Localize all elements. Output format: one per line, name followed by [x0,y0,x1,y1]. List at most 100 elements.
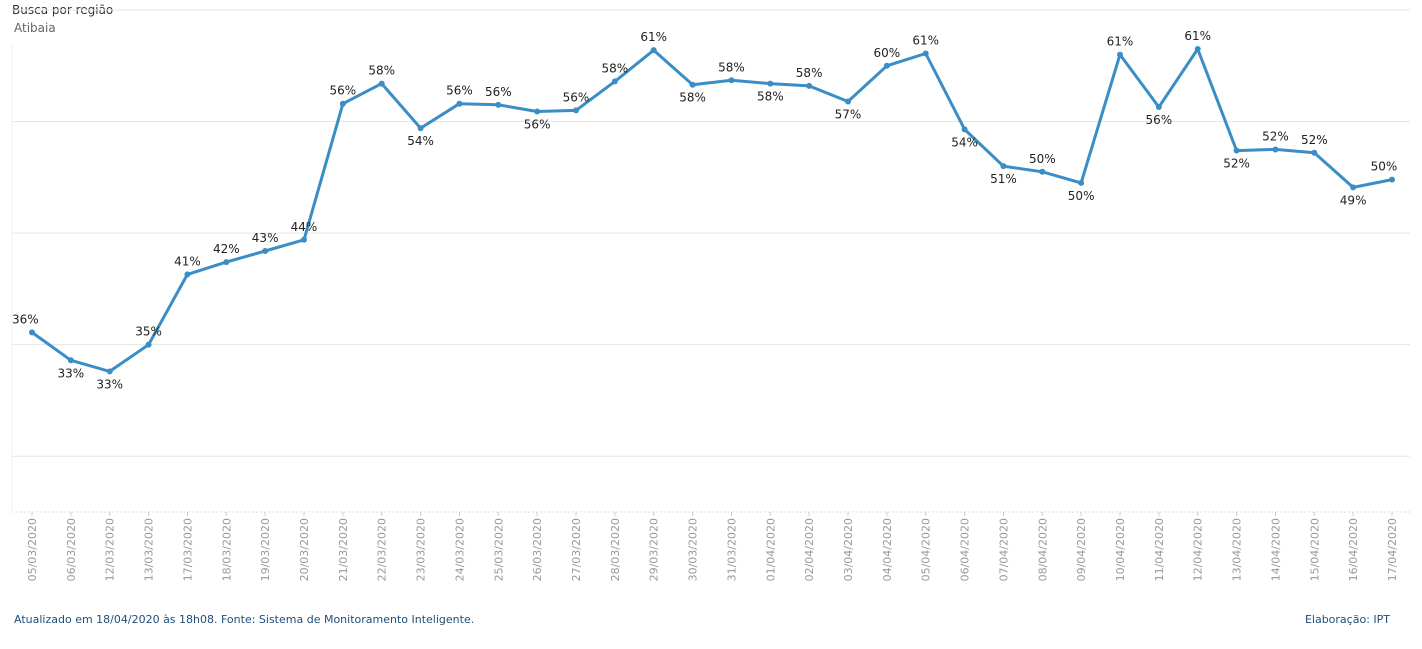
data-point[interactable] [806,82,813,89]
data-label: 58% [602,61,629,75]
data-label: 41% [174,254,201,268]
data-point[interactable] [1311,149,1318,156]
data-label: 56% [1146,113,1173,127]
data-point[interactable] [417,125,424,132]
footer-credit: Elaboração: IPT [1304,613,1390,626]
data-point[interactable] [1194,46,1201,53]
data-point[interactable] [1233,147,1240,154]
data-point[interactable] [1350,184,1357,191]
data-label: 56% [446,84,473,98]
x-tick-label: 01/04/2020 [764,518,777,581]
data-label: 56% [524,118,551,132]
data-point[interactable] [1000,163,1007,170]
x-tick-label: 05/03/2020 [26,518,39,581]
series-line [30,47,1394,373]
data-point[interactable] [689,81,696,88]
data-point[interactable] [1272,146,1279,153]
x-tick-label: 19/03/2020 [259,518,272,581]
x-tick-label: 04/04/2020 [881,518,894,581]
x-tick-label: 14/04/2020 [1269,518,1282,581]
data-label: 52% [1262,129,1289,143]
data-point[interactable] [339,100,346,107]
data-label: 58% [679,91,706,105]
data-label: 61% [1184,29,1211,43]
x-tick-label: 17/04/2020 [1386,518,1399,581]
data-label: 51% [990,172,1017,186]
x-tick-label: 15/04/2020 [1308,518,1321,581]
data-point[interactable] [29,329,35,336]
data-point[interactable] [262,247,269,254]
x-tick-label: 05/04/2020 [920,518,933,581]
x-tick-label: 06/04/2020 [959,518,972,581]
data-point[interactable] [301,236,307,243]
data-label: 58% [718,60,745,74]
x-tick-label: 28/03/2020 [609,518,622,581]
data-label: 35% [135,325,162,339]
data-point[interactable] [650,47,657,54]
x-tick-label: 07/04/2020 [997,518,1010,581]
x-tick-label: 16/04/2020 [1347,518,1360,581]
data-label: 56% [563,90,590,104]
data-point[interactable] [573,107,579,114]
data-labels: 36% 33% 33% 35% 41% 42% 43% 44% 56% 58% 54% 56% 56% 5… [12,29,1397,391]
data-point[interactable] [223,259,230,266]
data-label: 50% [1068,189,1095,203]
data-point[interactable] [67,357,74,364]
data-point[interactable] [1117,51,1123,58]
data-label: 58% [757,90,784,104]
x-tick-label: 21/03/2020 [337,518,350,581]
data-label: 60% [874,46,901,60]
data-point[interactable] [145,341,152,348]
x-tick-label: 25/03/2020 [492,518,505,581]
x-tick-label: 23/03/2020 [415,518,428,581]
x-tick-label: 24/03/2020 [453,518,466,581]
data-point[interactable] [1389,176,1395,183]
data-label: 33% [96,377,123,391]
data-point[interactable] [1155,104,1162,111]
data-point[interactable] [611,78,618,85]
x-tick-label: 13/04/2020 [1231,518,1244,581]
data-label: 52% [1223,157,1250,171]
data-point[interactable] [106,368,113,375]
x-tick-label: 31/03/2020 [725,518,738,581]
line-chart: 05/03/2020 06/03/2020 12/03/2020 13/03/2020… [11,9,1410,581]
data-point[interactable] [534,108,541,115]
x-tick-label: 11/04/2020 [1153,518,1166,581]
data-label: 50% [1371,160,1398,174]
data-point[interactable] [845,98,851,105]
x-tick-label: 20/03/2020 [298,518,311,581]
data-label: 56% [485,85,512,99]
x-axis: 05/03/2020 06/03/2020 12/03/2020 13/03/2020… [12,511,1410,581]
x-tick-label: 13/03/2020 [143,518,156,581]
data-label: 61% [912,34,939,48]
data-point[interactable] [378,80,385,87]
gridlines [11,9,1410,512]
x-tick-label: 12/03/2020 [104,518,117,581]
data-point[interactable] [767,80,774,87]
data-point[interactable] [728,77,735,84]
data-label: 33% [58,366,85,380]
x-tick-label: 03/04/2020 [842,518,855,581]
data-label: 52% [1301,133,1328,147]
x-tick-label: 26/03/2020 [531,518,544,581]
x-tick-label: 27/03/2020 [570,518,583,581]
data-point[interactable] [961,126,968,133]
data-point[interactable] [1078,179,1085,186]
data-point[interactable] [1039,168,1046,175]
data-label: 61% [1107,35,1134,49]
data-point[interactable] [495,101,502,108]
data-label: 36% [12,312,39,326]
x-tick-label: 29/03/2020 [648,518,661,581]
x-tick-label: 09/04/2020 [1075,518,1088,581]
data-point[interactable] [184,271,191,278]
x-tick-label: 18/03/2020 [220,518,233,581]
region-filter-value[interactable]: Atibaia [14,21,56,35]
data-point[interactable] [883,62,890,69]
data-label: 44% [291,220,318,234]
data-label: 54% [951,135,978,149]
data-point[interactable] [922,50,929,57]
data-label: 43% [252,231,279,245]
x-tick-label: 30/03/2020 [687,518,700,581]
data-label: 56% [330,84,357,98]
data-point[interactable] [456,100,463,107]
